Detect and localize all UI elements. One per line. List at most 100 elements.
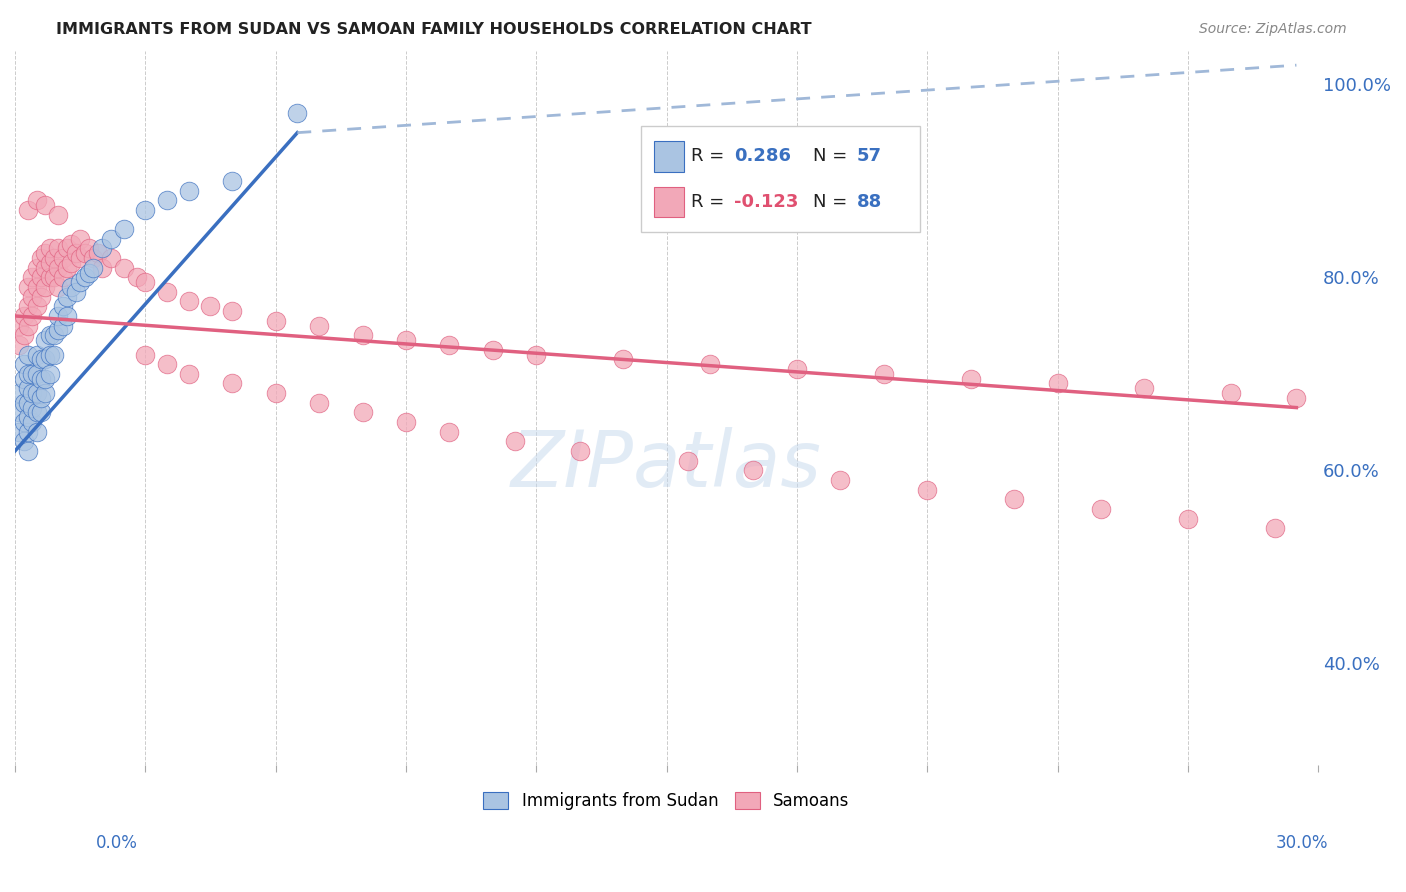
Text: -0.123: -0.123 (734, 193, 799, 211)
Point (21, 386, 44, 401)
Point (42, 270, 65, 285)
Point (200, 299, 222, 313)
Point (17, 202, 39, 217)
Point (177, 294, 200, 309)
Point (1264, 521, 1286, 535)
Point (30, 352, 52, 367)
Point (30, 290, 52, 304)
Text: 57: 57 (856, 147, 882, 166)
Point (30, 405, 52, 419)
Point (30, 391, 52, 405)
Point (34, 333, 56, 347)
Text: R =: R = (690, 147, 730, 166)
Point (308, 318, 330, 333)
Point (699, 357, 721, 371)
Point (221, 304, 243, 318)
Point (73, 270, 96, 285)
Point (60, 236, 83, 251)
Point (1285, 391, 1308, 405)
Point (52, 318, 75, 333)
Point (48, 323, 70, 337)
Point (48, 260, 70, 275)
Point (439, 338, 461, 352)
Point (915, 483, 938, 497)
Point (13, 396, 35, 410)
Point (34, 386, 56, 401)
Point (38, 256, 60, 270)
Point (25, 425, 48, 439)
Point (82, 251, 104, 265)
Point (17, 396, 39, 410)
Point (65, 246, 87, 260)
Point (13, 372, 35, 386)
Point (77, 266, 100, 280)
Point (13, 434, 35, 449)
Text: 30.0%: 30.0% (1277, 834, 1329, 852)
Point (568, 444, 591, 458)
Point (77, 242, 100, 256)
Point (21, 270, 44, 285)
Point (156, 285, 179, 299)
Point (8, 386, 31, 401)
Point (21, 309, 44, 323)
Point (65, 285, 87, 299)
Point (264, 314, 287, 328)
Point (134, 347, 156, 361)
Point (100, 232, 122, 246)
Point (8, 318, 31, 333)
Point (1046, 376, 1069, 391)
Point (42, 251, 65, 265)
Point (34, 198, 56, 212)
Point (308, 396, 330, 410)
Point (13, 328, 35, 343)
Point (8, 405, 31, 419)
Point (13, 415, 35, 429)
Point (90, 242, 112, 256)
Point (52, 270, 75, 285)
Point (17, 425, 39, 439)
Point (439, 425, 461, 439)
Point (156, 193, 179, 207)
Point (395, 333, 418, 347)
Point (21, 290, 44, 304)
Point (60, 280, 83, 294)
Point (177, 184, 200, 198)
Point (25, 347, 48, 361)
Point (48, 309, 70, 323)
Point (25, 260, 48, 275)
Point (678, 453, 700, 467)
Point (25, 386, 48, 401)
Point (112, 260, 135, 275)
Point (830, 473, 852, 487)
Point (25, 367, 48, 381)
Point (482, 343, 505, 357)
Point (60, 256, 83, 270)
Point (8, 338, 31, 352)
Point (125, 270, 148, 285)
Point (69, 232, 91, 246)
Point (873, 367, 896, 381)
Point (25, 280, 48, 294)
Point (503, 434, 526, 449)
Point (1002, 492, 1025, 507)
Point (1177, 511, 1199, 525)
Point (21, 401, 44, 415)
Point (34, 352, 56, 367)
Point (56, 309, 79, 323)
Point (69, 275, 91, 289)
Point (134, 202, 156, 217)
Point (42, 347, 65, 361)
Point (612, 352, 634, 367)
Point (524, 347, 547, 361)
Point (34, 246, 56, 260)
Point (38, 242, 60, 256)
Point (8, 425, 31, 439)
Point (48, 208, 70, 222)
Point (264, 386, 287, 401)
Point (17, 318, 39, 333)
Point (52, 251, 75, 265)
Point (17, 280, 39, 294)
Point (352, 328, 374, 343)
Text: ZIPatlas: ZIPatlas (512, 426, 823, 503)
Text: N =: N = (813, 193, 853, 211)
